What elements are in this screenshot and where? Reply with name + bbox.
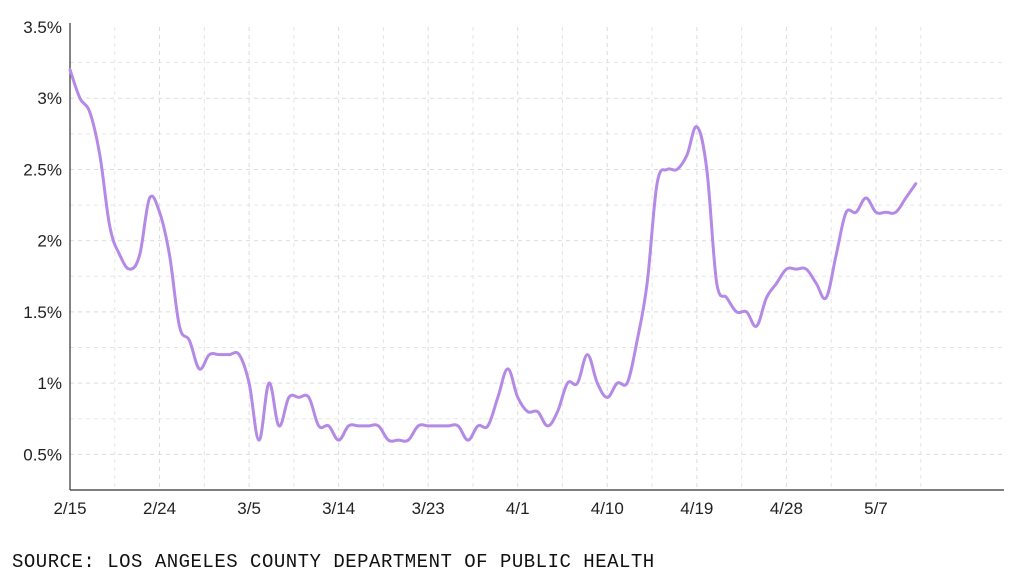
x-tick-label: 3/14 xyxy=(322,499,355,518)
y-tick-label: 2.5% xyxy=(23,160,62,179)
x-axis-tick-labels: 2/15 2/24 3/5 3/14 3/23 4/1 4/10 4/19 4/28 5/7 xyxy=(53,499,887,518)
y-tick-label: 2% xyxy=(37,232,62,251)
gridlines xyxy=(70,27,1004,490)
y-tick-label: 0.5% xyxy=(23,445,62,464)
x-tick-label: 2/24 xyxy=(143,499,176,518)
y-tick-label: 1% xyxy=(37,374,62,393)
x-tick-label: 4/19 xyxy=(680,499,713,518)
x-tick-label: 3/23 xyxy=(412,499,445,518)
y-axis-tick-labels: 0.5% 1% 1.5% 2% 2.5% 3% 3.5% xyxy=(23,18,62,464)
source-note: SOURCE: LOS ANGELES COUNTY DEPARTMENT OF… xyxy=(12,551,655,573)
y-tick-label: 1.5% xyxy=(23,303,62,322)
x-tick-label: 3/5 xyxy=(237,499,261,518)
x-tick-label: 2/15 xyxy=(53,499,86,518)
series-layer xyxy=(68,68,918,443)
x-tick-label: 4/10 xyxy=(591,499,624,518)
y-tick-label: 3.5% xyxy=(23,18,62,37)
x-tick-label: 4/28 xyxy=(770,499,803,518)
axes xyxy=(69,23,1004,491)
y-tick-label: 3% xyxy=(37,89,62,108)
x-tick-label: 4/1 xyxy=(506,499,530,518)
series-line xyxy=(68,68,918,443)
x-tick-label: 5/7 xyxy=(864,499,888,518)
